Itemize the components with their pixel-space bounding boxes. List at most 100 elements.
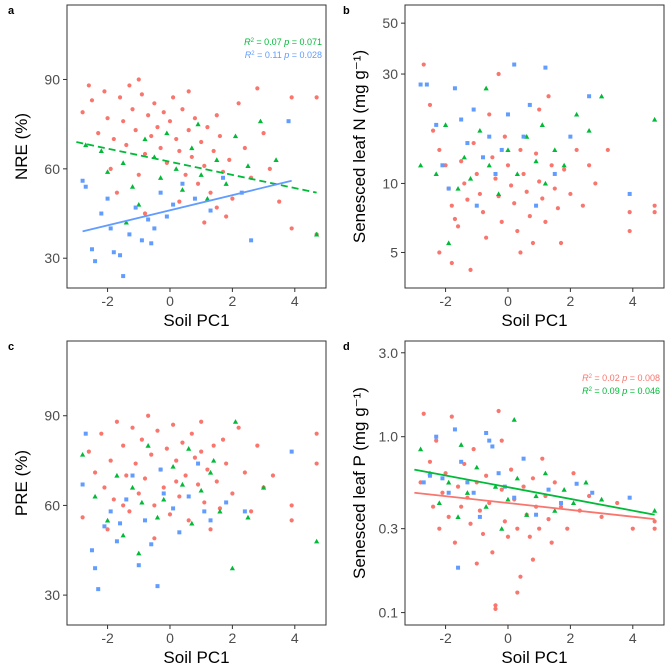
- point-green: [436, 500, 442, 506]
- x-tick-label: 4: [629, 630, 637, 646]
- point-blue: [434, 434, 439, 439]
- point-blue: [446, 490, 451, 495]
- point-red: [167, 119, 173, 124]
- point-red: [146, 413, 151, 418]
- point-red: [558, 504, 564, 509]
- point-blue: [158, 467, 163, 472]
- point-red: [427, 102, 433, 108]
- point-red: [518, 147, 523, 153]
- point-red: [214, 479, 219, 484]
- point-blue: [471, 107, 476, 112]
- point-green: [232, 419, 239, 424]
- point-red: [214, 113, 219, 118]
- point-red: [499, 438, 504, 443]
- point-green: [80, 452, 86, 457]
- point-blue: [102, 524, 107, 529]
- point-red: [430, 504, 436, 509]
- point-green: [170, 463, 176, 469]
- plot-border: [404, 340, 665, 626]
- point-blue: [158, 190, 163, 195]
- point-red: [199, 419, 204, 424]
- point-red: [462, 461, 467, 467]
- point-red: [449, 414, 454, 419]
- point-red: [630, 526, 635, 531]
- point-red: [186, 128, 191, 133]
- point-green: [586, 127, 592, 133]
- point-red: [189, 154, 194, 160]
- point-green: [98, 148, 104, 154]
- point-red: [224, 461, 229, 466]
- point-green: [154, 514, 161, 520]
- point-blue: [459, 117, 464, 122]
- point-blue: [114, 539, 119, 544]
- stats-annotation-red: R2 = 0.02 p = 0.008: [582, 373, 660, 383]
- point-red: [459, 504, 464, 509]
- point-red: [192, 116, 198, 121]
- point-red: [136, 172, 141, 177]
- point-red: [533, 151, 539, 156]
- point-green: [104, 517, 111, 523]
- point-green: [455, 185, 461, 191]
- point-red: [230, 196, 235, 201]
- point-green: [505, 147, 511, 153]
- point-red: [599, 514, 604, 519]
- point-green: [483, 85, 489, 91]
- point-red: [130, 107, 135, 112]
- point-red: [440, 490, 445, 495]
- point-red: [117, 95, 123, 100]
- point-blue: [527, 102, 532, 107]
- point-green: [539, 122, 545, 127]
- point-red: [502, 134, 507, 139]
- point-red: [546, 517, 551, 522]
- point-red: [437, 147, 442, 153]
- point-red: [543, 219, 548, 224]
- point-blue: [164, 214, 169, 219]
- series-green: [83, 118, 320, 237]
- point-green: [446, 240, 452, 246]
- point-red: [161, 485, 166, 490]
- point-red: [114, 190, 120, 195]
- point-red: [230, 491, 235, 496]
- point-red: [177, 148, 182, 154]
- point-blue: [124, 497, 129, 502]
- point-blue: [418, 82, 423, 87]
- point-red: [211, 443, 216, 448]
- fit-line-red: [414, 491, 655, 520]
- y-tick-label: 30: [382, 66, 398, 82]
- point-blue: [83, 431, 88, 436]
- panel-label: b: [343, 5, 350, 17]
- point-blue: [505, 112, 510, 117]
- point-red: [102, 89, 107, 94]
- series-blue: [80, 431, 294, 592]
- point-green: [561, 162, 567, 168]
- point-red: [170, 422, 176, 427]
- point-blue: [155, 584, 160, 589]
- point-red: [549, 540, 554, 545]
- point-red: [142, 211, 148, 216]
- point-red: [149, 452, 154, 457]
- point-blue: [459, 459, 464, 464]
- y-tick-label: 60: [44, 161, 60, 177]
- point-green: [598, 93, 605, 99]
- point-blue: [427, 473, 432, 478]
- point-red: [449, 260, 454, 266]
- point-green: [179, 187, 186, 192]
- point-green: [514, 475, 520, 481]
- y-axis-title: Senesced leaf N (mg g⁻¹): [350, 50, 369, 243]
- point-red: [161, 110, 166, 115]
- point-green: [511, 417, 517, 422]
- point-blue: [208, 208, 213, 213]
- point-red: [499, 487, 504, 492]
- point-red: [155, 428, 160, 433]
- point-blue: [490, 444, 495, 449]
- point-red: [214, 205, 219, 210]
- point-blue: [559, 500, 564, 505]
- point-red: [195, 482, 201, 487]
- plot-border: [66, 4, 327, 289]
- point-red: [480, 209, 486, 215]
- point-green: [223, 181, 229, 186]
- point-red: [474, 561, 479, 566]
- point-red: [199, 139, 204, 145]
- point-blue: [440, 163, 445, 168]
- point-red: [121, 119, 126, 124]
